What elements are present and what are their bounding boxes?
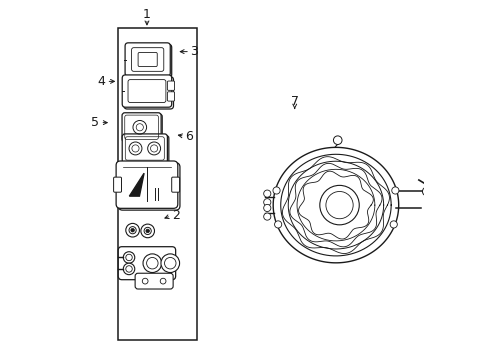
FancyBboxPatch shape: [167, 81, 174, 90]
Circle shape: [145, 229, 149, 233]
Text: 1: 1: [142, 8, 151, 21]
FancyBboxPatch shape: [113, 177, 121, 192]
Circle shape: [125, 224, 139, 237]
FancyBboxPatch shape: [122, 113, 161, 142]
FancyBboxPatch shape: [116, 161, 178, 208]
Circle shape: [422, 187, 430, 196]
FancyBboxPatch shape: [171, 177, 179, 192]
Text: 6: 6: [184, 130, 192, 144]
Circle shape: [272, 187, 280, 194]
Circle shape: [142, 254, 162, 273]
Text: 2: 2: [172, 210, 180, 222]
Circle shape: [389, 221, 397, 228]
Circle shape: [391, 187, 398, 194]
Circle shape: [160, 278, 165, 284]
FancyBboxPatch shape: [167, 92, 174, 101]
Circle shape: [263, 204, 270, 212]
FancyBboxPatch shape: [122, 134, 167, 163]
Circle shape: [263, 190, 270, 197]
FancyBboxPatch shape: [123, 114, 162, 143]
FancyBboxPatch shape: [122, 75, 171, 107]
Circle shape: [274, 221, 281, 228]
Text: 3: 3: [190, 45, 198, 58]
Text: 7: 7: [290, 95, 298, 108]
FancyBboxPatch shape: [125, 43, 170, 76]
Circle shape: [131, 228, 134, 232]
FancyBboxPatch shape: [118, 163, 180, 210]
Text: 5: 5: [91, 116, 99, 129]
Circle shape: [319, 185, 359, 225]
Circle shape: [123, 252, 135, 263]
Circle shape: [123, 263, 135, 275]
Text: 4: 4: [97, 75, 105, 88]
Polygon shape: [273, 147, 398, 263]
FancyBboxPatch shape: [135, 273, 173, 289]
Circle shape: [142, 278, 148, 284]
Circle shape: [263, 199, 270, 206]
FancyBboxPatch shape: [124, 77, 173, 109]
Circle shape: [141, 224, 154, 238]
FancyBboxPatch shape: [118, 247, 175, 280]
FancyBboxPatch shape: [123, 135, 168, 165]
Circle shape: [263, 213, 270, 220]
FancyBboxPatch shape: [126, 44, 171, 78]
Bar: [118, 28, 197, 339]
Circle shape: [333, 136, 341, 144]
Circle shape: [161, 254, 179, 273]
Polygon shape: [129, 173, 144, 196]
